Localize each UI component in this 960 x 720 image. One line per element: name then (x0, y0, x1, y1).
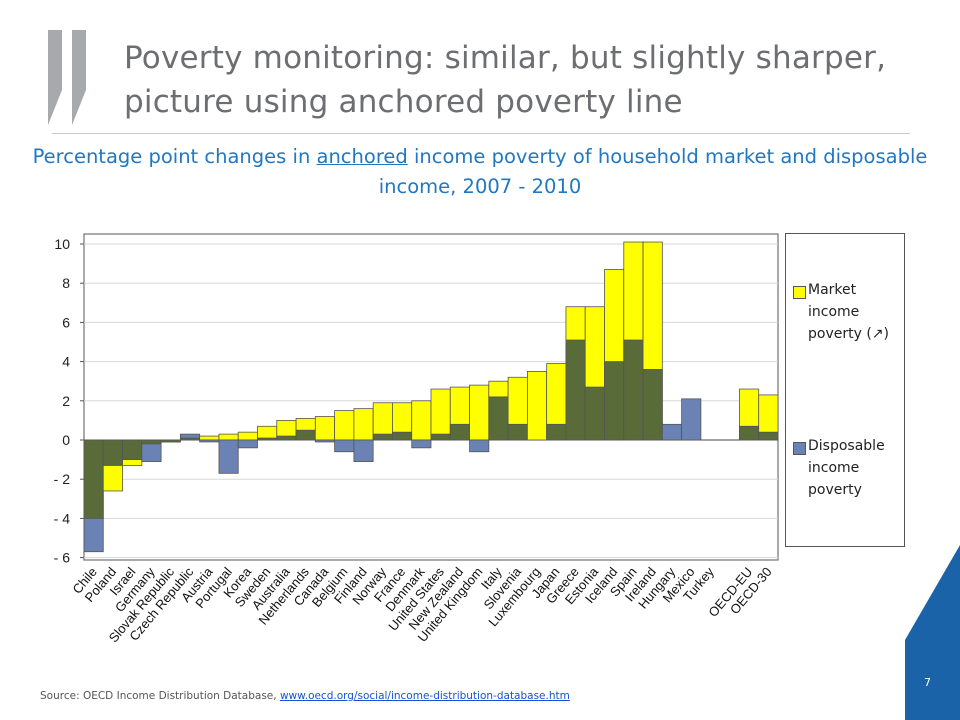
bar-overlap (372, 433, 393, 441)
bar-overlap (83, 439, 104, 519)
y-tick-label: 10 (54, 236, 70, 252)
bar-disposable (681, 398, 702, 441)
bar-market (411, 400, 432, 441)
bar-disposable (469, 439, 490, 453)
bar-overlap (295, 429, 316, 441)
slide-title: Poverty monitoring: similar, but slightl… (124, 40, 887, 120)
bar-disposable (353, 439, 374, 462)
chart-subtitle: Percentage point changes in anchored inc… (20, 142, 940, 202)
bar-market (334, 410, 355, 441)
y-tick-label: 6 (62, 314, 70, 330)
bar-disposable (199, 439, 220, 443)
bar-market (430, 388, 451, 441)
bar-overlap (276, 435, 297, 441)
y-tick-label: 2 (62, 393, 70, 409)
subtitle-underlined: anchored (316, 145, 408, 168)
corner-triangle (905, 545, 960, 720)
bar-disposable (661, 423, 683, 441)
y-tick-label: 0 (62, 432, 70, 448)
page-number: 7 (924, 676, 931, 689)
bar-overlap (141, 439, 162, 445)
bar-overlap (488, 396, 509, 441)
bar-market (237, 431, 258, 441)
y-tick-label: 8 (62, 275, 70, 291)
legend-label-market: Market income poverty (↗) (808, 282, 889, 342)
source-link[interactable]: www.oecd.org/social/income-distribution-… (279, 690, 570, 702)
bar-overlap (160, 439, 181, 443)
bar-overlap (758, 431, 779, 441)
y-tick-label: - 6 (54, 550, 71, 566)
bar-overlap (102, 439, 123, 466)
y-tick-label: - 2 (54, 471, 71, 487)
subtitle-part-1: Percentage point changes in (32, 145, 317, 168)
bar-overlap (546, 423, 567, 441)
y-tick-label: 4 (62, 354, 70, 370)
bar-disposable (334, 439, 355, 453)
bar-overlap (604, 361, 625, 441)
bar-overlap (507, 423, 528, 441)
source-text: Source: OECD Income Distribution Databas… (40, 690, 280, 702)
legend-swatch-market (793, 286, 806, 299)
bar-overlap (430, 433, 451, 441)
legend-label-disposable: Disposable income poverty (808, 438, 885, 498)
bar-overlap (257, 437, 278, 441)
bar-overlap (392, 431, 413, 441)
bar-market (469, 384, 490, 441)
chart-legend: Market income poverty (↗) Disposable inc… (785, 233, 905, 547)
bar-disposable (411, 439, 432, 449)
bar-overlap (623, 339, 644, 441)
bar-disposable (237, 439, 258, 449)
bar-market (314, 416, 336, 441)
oecd-logo-icon (48, 30, 86, 125)
bar-overlap (449, 423, 470, 441)
bar-market (218, 433, 239, 441)
source-note: Source: OECD Income Distribution Databas… (40, 690, 570, 702)
y-tick-label: - 4 (54, 510, 71, 526)
bar-market (526, 370, 548, 441)
subtitle-part-2: income poverty of household market and d… (378, 145, 928, 198)
bar-disposable (218, 439, 239, 474)
bar-overlap (642, 369, 663, 441)
bar-market (199, 435, 220, 441)
title-divider (52, 133, 910, 134)
bar-overlap (739, 425, 760, 441)
bar-disposable (314, 439, 336, 443)
bar-overlap (179, 437, 201, 441)
bar-market (353, 408, 374, 441)
legend-swatch-disposable (793, 442, 806, 455)
bar-overlap (584, 386, 605, 441)
bar-overlap (565, 339, 586, 441)
bar-overlap (122, 439, 143, 461)
